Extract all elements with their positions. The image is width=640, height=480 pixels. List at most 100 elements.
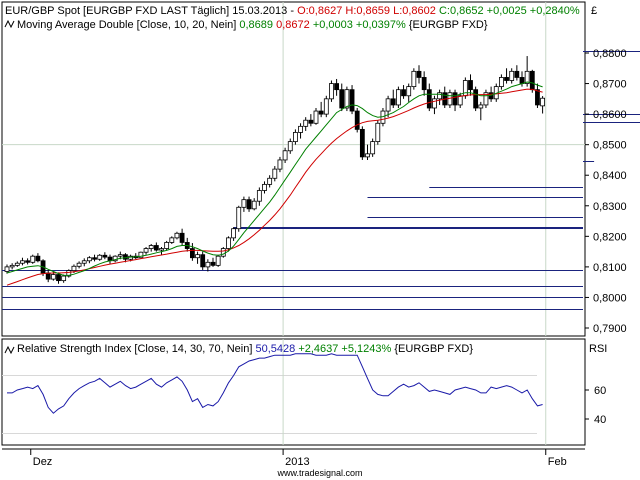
candle-body — [432, 98, 437, 109]
candle — [35, 253, 41, 263]
candle — [504, 68, 509, 84]
candle-body — [359, 128, 365, 158]
candle — [164, 240, 170, 251]
candle — [81, 258, 87, 267]
x-tick-label: 2013 — [285, 456, 309, 468]
candle — [385, 95, 391, 118]
ma-fast-line — [6, 81, 543, 276]
candle-body — [251, 200, 257, 210]
candle — [411, 68, 417, 90]
candle — [509, 68, 515, 84]
candle — [272, 166, 278, 182]
candle-body — [4, 266, 10, 272]
price-gridlines — [2, 2, 585, 336]
candle — [148, 243, 154, 252]
candle-body — [195, 254, 200, 259]
candle-body — [262, 183, 267, 191]
candle-body — [318, 110, 324, 115]
candle — [421, 71, 427, 96]
candle — [236, 205, 242, 232]
rsi-line — [7, 353, 543, 414]
candle-body — [256, 190, 262, 202]
candle-body — [241, 199, 247, 208]
candle — [189, 243, 195, 261]
candle-body — [339, 89, 345, 109]
candle-body — [220, 248, 226, 257]
candle-body — [148, 245, 154, 249]
candle — [303, 117, 309, 131]
candle — [401, 85, 406, 99]
candle — [452, 89, 458, 112]
price-y-tick-label: 0,8200 — [593, 231, 627, 243]
candle — [76, 261, 82, 269]
candle — [251, 198, 257, 211]
candle — [478, 101, 484, 121]
price-y-tick-label: 0,8800 — [593, 48, 627, 60]
x-axis: Dez2013FebMrz — [2, 448, 585, 468]
rsi-label: RSI — [589, 343, 607, 355]
candle-body — [92, 257, 97, 260]
candle — [298, 123, 303, 139]
candle-body — [411, 70, 417, 88]
horizontal-lines — [2, 51, 640, 310]
candle-body — [519, 77, 525, 84]
candlestick-series — [4, 56, 545, 284]
candle-body — [421, 77, 427, 91]
candle-body — [226, 237, 231, 249]
candle-body — [236, 206, 242, 230]
rsi-y-axis: 60 40 — [585, 385, 606, 426]
candle — [102, 252, 108, 260]
legend-rsi-value: 50,5428 — [255, 343, 295, 355]
candle — [169, 236, 175, 244]
candle — [61, 274, 67, 283]
candle-body — [329, 83, 334, 100]
candle — [66, 269, 72, 278]
candle — [395, 86, 401, 108]
candle — [14, 261, 20, 267]
candle-body — [61, 275, 67, 282]
candle-body — [179, 232, 185, 243]
candle — [282, 147, 288, 163]
candle-body — [210, 261, 216, 266]
candle — [179, 228, 185, 246]
candle-body — [468, 80, 473, 91]
candle-body — [102, 254, 108, 258]
candle-body — [473, 89, 479, 109]
rsi-indicator-glyph — [4, 345, 15, 355]
currency-symbol: £ — [591, 5, 597, 17]
candle — [97, 254, 103, 261]
indicator-glyph — [4, 19, 15, 29]
candle-body — [143, 248, 149, 253]
candle-body — [282, 150, 288, 161]
candle — [339, 83, 345, 112]
candle-body — [153, 245, 159, 251]
price-y-tick-label: 0,8700 — [593, 79, 627, 91]
candle — [246, 196, 252, 212]
candle — [287, 138, 293, 154]
candle-body — [426, 89, 432, 109]
x-tick-label: Dez — [33, 456, 53, 468]
legend-ohlc: O:0,8627 H:0,8659 L:0,8602 — [297, 5, 436, 17]
candle-body — [457, 95, 463, 106]
legend-rsi-change: +2,4637 +5,1243% — [298, 343, 391, 355]
candle-body — [323, 98, 329, 115]
candle-body — [401, 89, 406, 97]
candle — [9, 263, 15, 270]
candle-body — [14, 262, 20, 266]
candle-body — [385, 98, 391, 112]
candle — [540, 96, 545, 114]
candle — [292, 129, 298, 145]
candle — [138, 251, 144, 259]
legend-ma: Moving Average Double [Close, 10, 20, Ne… — [17, 19, 488, 31]
candle-body — [66, 270, 72, 277]
candle-body — [365, 153, 370, 158]
candle-body — [246, 199, 252, 210]
candle-body — [200, 254, 206, 268]
candle-body — [498, 77, 504, 88]
candle — [375, 120, 381, 145]
candle-body — [292, 132, 298, 143]
candle — [457, 92, 463, 108]
legend-ma-slow: 0,8672 — [276, 19, 310, 31]
candle — [205, 259, 211, 272]
x-tick-label: Feb — [548, 456, 567, 468]
